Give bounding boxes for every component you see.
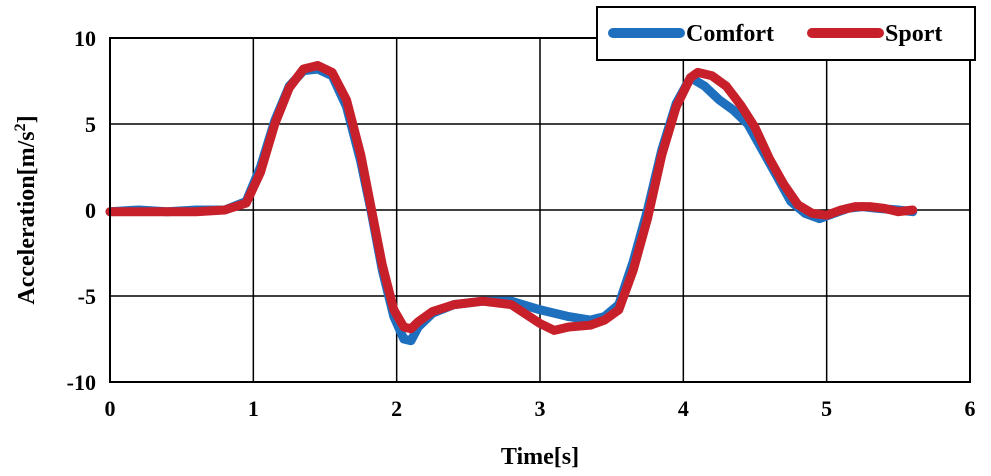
y-tick-label: 5 xyxy=(85,112,96,137)
y-axis-title-main: Acceleration[m/s xyxy=(14,131,40,304)
legend-label-sport: Sport xyxy=(885,21,942,47)
y-axis-title-close: ] xyxy=(14,115,40,123)
x-tick-label: 4 xyxy=(678,396,689,421)
y-tick-label: -5 xyxy=(78,284,96,309)
legend-label-comfort: Comfort xyxy=(686,21,774,47)
series-line-sport xyxy=(105,61,918,335)
y-tick-label: 0 xyxy=(85,198,96,223)
x-tick-label: 2 xyxy=(391,396,402,421)
x-tick-label: 3 xyxy=(535,396,546,421)
x-tick-label: 6 xyxy=(965,396,976,421)
series-layer xyxy=(105,61,918,346)
x-tick-label: 1 xyxy=(248,396,259,421)
legend: Comfort Sport xyxy=(596,6,976,61)
y-tick-label: -10 xyxy=(67,370,96,395)
tick-labels: 0 1 2 3 4 5 6 -10 -5 0 5 10 xyxy=(67,26,976,421)
x-tick-label: 5 xyxy=(821,396,832,421)
y-axis-title-superscript: 2 xyxy=(12,123,29,131)
y-axis-title: Acceleration[m/s2] xyxy=(12,115,40,304)
y-tick-label: 10 xyxy=(74,26,96,51)
x-tick-label: 0 xyxy=(105,396,116,421)
plot-frame xyxy=(109,37,971,383)
x-axis-title: Time[s] xyxy=(501,444,579,470)
